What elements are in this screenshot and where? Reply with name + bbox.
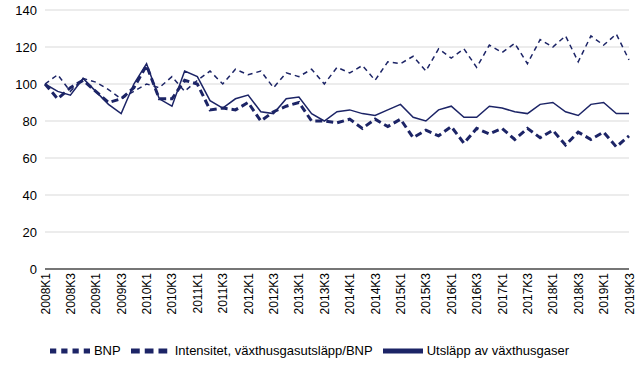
svg-text:2013K3: 2013K3 xyxy=(318,273,332,315)
svg-text:2008K3: 2008K3 xyxy=(64,273,78,315)
svg-text:2010K1: 2010K1 xyxy=(140,273,154,315)
html-text:BNP: BNP xyxy=(93,343,121,359)
svg-text:2019K3: 2019K3 xyxy=(623,273,636,315)
svg-text:2012K3: 2012K3 xyxy=(267,273,281,315)
svg-text:140: 140 xyxy=(15,3,37,18)
svg-text:2016K3: 2016K3 xyxy=(470,273,484,315)
svg-text:2008K1: 2008K1 xyxy=(39,273,53,315)
svg-text:40: 40 xyxy=(23,188,37,203)
svg-text:120: 120 xyxy=(15,40,37,55)
svg-text:80: 80 xyxy=(23,114,37,129)
svg-text:60: 60 xyxy=(23,151,37,166)
svg-text:0: 0 xyxy=(30,262,37,277)
svg-text:2009K1: 2009K1 xyxy=(89,273,103,315)
svg-text:2019K1: 2019K1 xyxy=(597,273,611,315)
svg-text:2018K1: 2018K1 xyxy=(546,273,560,315)
svg-text:2015K1: 2015K1 xyxy=(394,273,408,315)
html-text:Utsläpp av växthusgaser: Utsläpp av växthusgaser xyxy=(426,343,569,359)
svg-text:2012K1: 2012K1 xyxy=(242,273,256,315)
svg-text:2013K1: 2013K1 xyxy=(292,273,306,315)
svg-text:2014K3: 2014K3 xyxy=(369,273,383,315)
svg-text:2009K3: 2009K3 xyxy=(115,273,129,315)
html-text:Intensitet, växthusgasutsläpp/: Intensitet, växthusgasutsläpp/BNP xyxy=(174,343,373,359)
svg-text:2011K3: 2011K3 xyxy=(216,273,230,314)
svg-text:2015K3: 2015K3 xyxy=(419,273,433,315)
svg-text:20: 20 xyxy=(23,225,37,240)
svg-text:2016K1: 2016K1 xyxy=(445,273,459,315)
svg-text:2017K1: 2017K1 xyxy=(496,273,510,315)
svg-text:2018K3: 2018K3 xyxy=(572,273,586,315)
svg-text:2011K1: 2011K1 xyxy=(191,273,205,314)
svg-text:2017K3: 2017K3 xyxy=(521,273,535,315)
svg-text:100: 100 xyxy=(15,77,37,92)
svg-text:2010K3: 2010K3 xyxy=(165,273,179,315)
svg-text:2014K1: 2014K1 xyxy=(343,273,357,315)
